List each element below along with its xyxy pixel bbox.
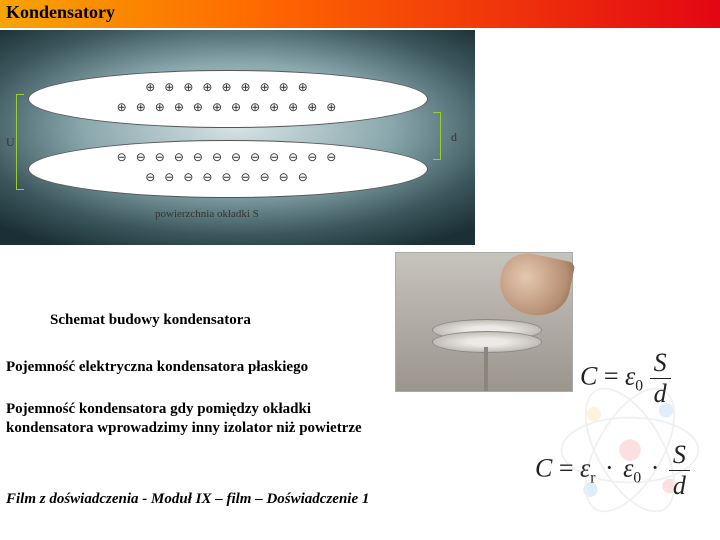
watermark-icon	[540, 360, 720, 540]
text-film-link: Film z doświadczenia - Moduł IX – film –…	[6, 490, 369, 509]
bot-charges-1: ⊖ ⊖ ⊖ ⊖ ⊖ ⊖ ⊖ ⊖ ⊖ ⊖ ⊖ ⊖	[29, 151, 427, 164]
page-title: Kondensatory	[6, 2, 115, 23]
surface-label: powierzchnia okładki S	[155, 208, 259, 220]
photo-stem	[484, 347, 488, 391]
u-label: U	[6, 135, 15, 150]
top-charges-2: ⊕ ⊕ ⊕ ⊕ ⊕ ⊕ ⊕ ⊕ ⊕ ⊕ ⊕ ⊕	[29, 101, 427, 114]
bot-charges-2: ⊖ ⊖ ⊖ ⊖ ⊖ ⊖ ⊖ ⊖ ⊖	[29, 171, 427, 184]
diagram-caption: Schemat budowy kondensatora	[50, 312, 251, 329]
line2: kondensatora wprowadzimy inny izolator n…	[6, 420, 362, 436]
top-plate: ⊕ ⊕ ⊕ ⊕ ⊕ ⊕ ⊕ ⊕ ⊕ ⊕ ⊕ ⊕ ⊕ ⊕ ⊕ ⊕ ⊕ ⊕ ⊕ ⊕ …	[28, 70, 428, 128]
text-capacitance-flat: Pojemność elektryczna kondensatora płask…	[6, 358, 308, 377]
top-charges-1: ⊕ ⊕ ⊕ ⊕ ⊕ ⊕ ⊕ ⊕ ⊕	[29, 81, 427, 94]
text-capacitance-dielectric: Pojemność kondensatora gdy pomiędzy okła…	[6, 400, 362, 438]
bottom-plate: ⊖ ⊖ ⊖ ⊖ ⊖ ⊖ ⊖ ⊖ ⊖ ⊖ ⊖ ⊖ ⊖ ⊖ ⊖ ⊖ ⊖ ⊖ ⊖ ⊖ …	[28, 140, 428, 198]
hand	[495, 248, 576, 321]
line1: Pojemność kondensatora gdy pomiędzy okła…	[6, 401, 311, 417]
capacitor-diagram: U d ⊕ ⊕ ⊕ ⊕ ⊕ ⊕ ⊕ ⊕ ⊕ ⊕ ⊕ ⊕ ⊕ ⊕ ⊕ ⊕ ⊕ ⊕ …	[0, 30, 475, 245]
u-bracket	[16, 94, 24, 190]
d-label: d	[451, 130, 457, 145]
d-bracket	[433, 112, 441, 160]
